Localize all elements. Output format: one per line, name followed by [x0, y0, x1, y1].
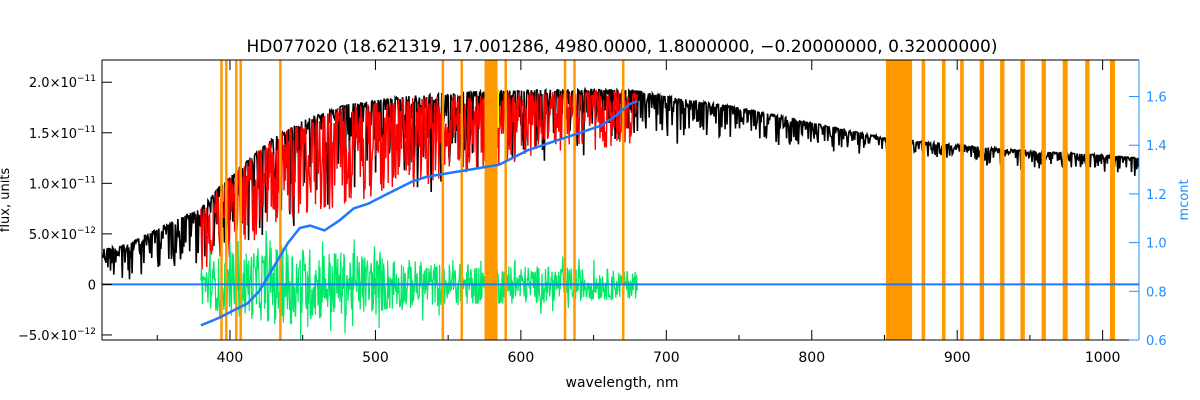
masked-band-11: [621, 60, 625, 340]
y-left-tick-label-2: 5.0×10−12: [29, 226, 96, 243]
masked-band-13: [921, 60, 926, 340]
y-left-tick-label-4: 1.5×10−11: [29, 125, 96, 142]
masked-band-9: [563, 60, 567, 340]
residuals-line: [200, 230, 638, 340]
y-left-tick-label-5: 2.0×10−11: [29, 74, 96, 91]
left-axis-label: flux, units: [0, 168, 13, 233]
x-tick-label-6: 1000: [1085, 350, 1121, 366]
right-axis: 0.6 0.8 1.0 1.2 1.4 1.6: [1129, 91, 1167, 349]
y-right-tick-label-4: 1.4: [1146, 139, 1167, 154]
masked-band-18: [1020, 60, 1025, 340]
masked-band-19: [1041, 60, 1046, 340]
left-axis: −5.0×10−12 0 5.0×10−12 1.0×10−11 1.5×10−11 2.…: [18, 74, 112, 344]
y-right-tick-label-3: 1.2: [1146, 188, 1167, 203]
y-left-tick-label-3: 1.0×10−11: [29, 175, 96, 192]
masked-band-22: [1109, 60, 1116, 340]
x-tick-label-4: 800: [798, 350, 825, 366]
masked-band-5: [441, 60, 445, 340]
masked-band-3: [239, 60, 242, 340]
masked-band-8: [504, 60, 507, 340]
right-axis-label: mcont: [1177, 179, 1192, 220]
masked-band-4: [279, 60, 282, 340]
y-right-tick-label-1: 0.8: [1146, 285, 1167, 300]
x-tick-label-2: 600: [508, 350, 535, 366]
bottom-axis: 400 500 600 700 800 900 1000: [156, 60, 1121, 366]
plot-area: [102, 60, 1139, 340]
masked-band-21: [1085, 60, 1090, 340]
masked-band-20: [1062, 60, 1068, 340]
y-right-tick-label-0: 0.6: [1146, 334, 1167, 349]
y-right-tick-label-2: 1.0: [1146, 237, 1167, 252]
masked-band-12: [885, 60, 913, 340]
y-left-tick-label-1: 0: [88, 278, 96, 293]
masked-band-7: [484, 60, 498, 340]
x-tick-label-0: 400: [217, 350, 244, 366]
masked-band-1: [225, 60, 228, 340]
y-left-tick-label-0: −5.0×10−12: [18, 327, 96, 344]
x-tick-label-1: 500: [362, 350, 389, 366]
plot-layers: [102, 60, 1139, 340]
masked-band-17: [1000, 60, 1005, 340]
masked-band-6: [460, 60, 464, 340]
x-tick-label-5: 900: [944, 350, 971, 366]
masked-band-15: [960, 60, 964, 340]
masked-band-14: [941, 60, 946, 340]
plot-frame: [101, 59, 1140, 341]
y-right-tick-label-5: 1.6: [1146, 91, 1167, 106]
x-tick-label-3: 700: [653, 350, 680, 366]
masked-band-2: [235, 60, 238, 340]
x-axis-label: wavelength, nm: [566, 375, 679, 391]
masked-band-10: [573, 60, 576, 340]
masked-band-0: [220, 60, 223, 340]
masked-band-16: [979, 60, 985, 340]
continuum-line: [200, 100, 638, 327]
chart-title: HD077020 (18.621319, 17.001286, 4980.000…: [247, 37, 998, 57]
